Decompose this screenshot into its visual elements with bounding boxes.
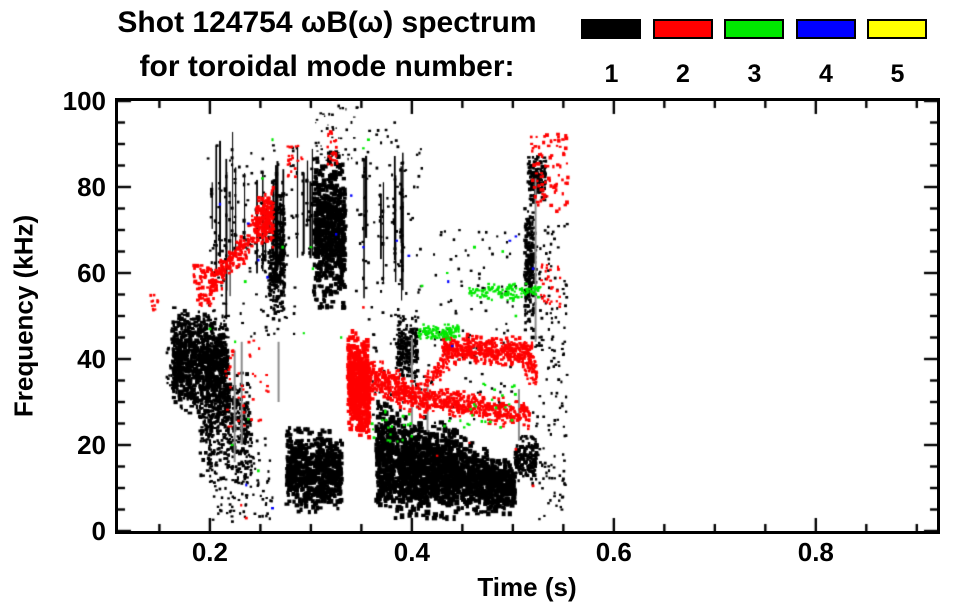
y-axis-label: Frequency (kHz) xyxy=(8,214,39,418)
mode-legend: 1 2 3 4 5 xyxy=(581,19,941,89)
spectrum-plot-canvas xyxy=(118,101,937,531)
legend-swatch-mode-4 xyxy=(795,19,856,39)
x-tick-label: 0.4 xyxy=(393,537,430,567)
x-tick-label: 0.6 xyxy=(595,537,632,567)
y-tick-label: 40 xyxy=(77,344,106,374)
legend-swatch-mode-2 xyxy=(652,19,713,39)
legend-label-mode-3: 3 xyxy=(747,60,762,88)
legend-swatch-mode-1 xyxy=(581,19,641,39)
legend-label-mode-4: 4 xyxy=(819,60,833,88)
x-tick-label: 0.2 xyxy=(191,537,228,567)
chart-title-line-2: for toroidal mode number: xyxy=(139,50,515,83)
legend-label-mode-1: 1 xyxy=(604,60,619,88)
y-tick-label: 60 xyxy=(77,258,106,288)
legend-label-mode-2: 2 xyxy=(676,60,690,88)
legend-label-mode-5: 5 xyxy=(890,60,905,88)
x-axis-label: Time (s) xyxy=(477,572,577,602)
y-tick-label: 0 xyxy=(91,516,106,546)
plot-frame xyxy=(115,98,940,534)
legend-swatch-mode-3 xyxy=(724,19,784,39)
y-tick-label: 20 xyxy=(77,430,106,460)
legend-swatch-mode-5 xyxy=(867,19,927,39)
y-tick-label: 100 xyxy=(62,86,106,116)
y-tick-label: 80 xyxy=(77,172,106,202)
x-tick-label: 0.8 xyxy=(797,537,834,567)
chart-title-line-1: Shot 124754 ωB(ω) spectrum xyxy=(117,6,537,39)
